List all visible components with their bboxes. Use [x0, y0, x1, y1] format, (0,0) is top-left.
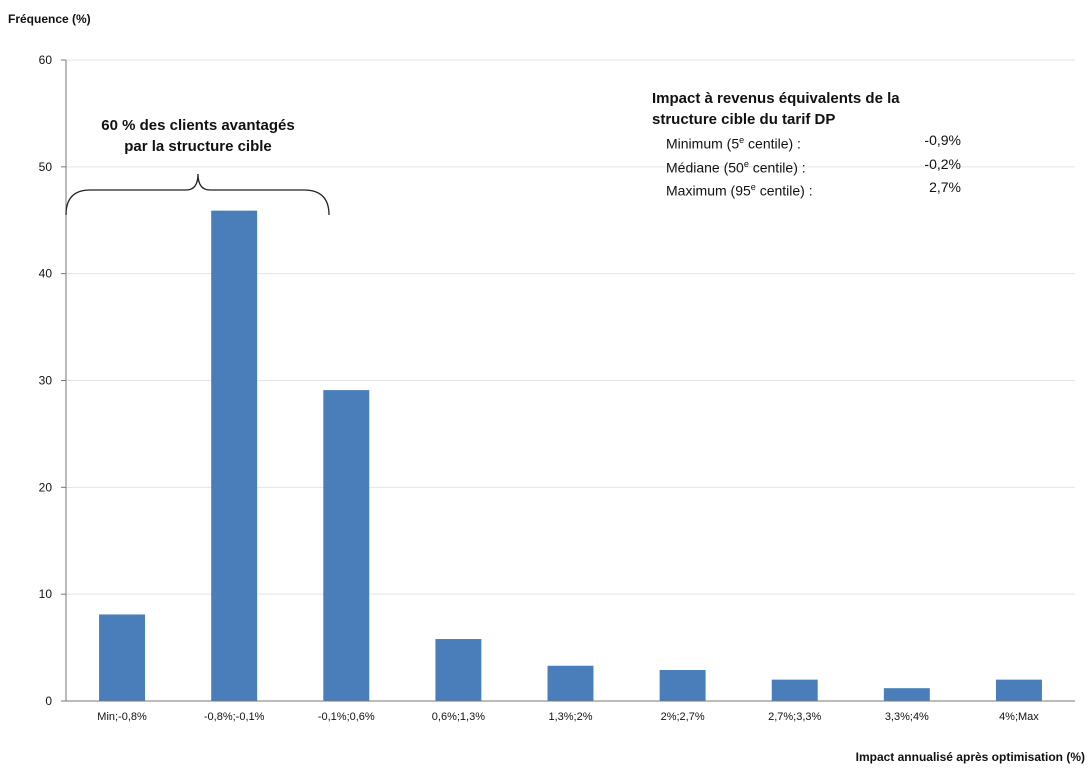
- bar: [99, 614, 146, 701]
- x-tick-label: Min;-0,8%: [97, 711, 147, 723]
- x-tick-label: 1,3%;2%: [548, 711, 592, 723]
- bracket-annotation: 60 % des clients avantagés par la struct…: [64, 115, 332, 157]
- x-tick-label: 2%;2,7%: [661, 711, 705, 723]
- y-tick-label: 10: [39, 587, 53, 601]
- info-row-maximum: Maximum (95e centile) : 2,7%: [652, 177, 982, 201]
- info-row-label: Minimum (5e centile) :: [666, 135, 801, 152]
- info-row-median: Médiane (50e centile) : -0,2%: [652, 154, 982, 178]
- info-row-label: Maximum (95e centile) :: [666, 182, 813, 199]
- y-tick-label: 60: [39, 53, 53, 67]
- y-tick-label: 50: [39, 160, 53, 174]
- info-row-label: Médiane (50e centile) :: [666, 158, 806, 176]
- y-tick-label: 40: [39, 267, 53, 281]
- bar: [883, 688, 930, 701]
- y-tick-label: 30: [39, 374, 53, 388]
- info-title-line1: Impact à revenus équivalents de la: [652, 90, 900, 107]
- bar: [995, 679, 1042, 701]
- bar: [547, 665, 594, 701]
- y-tick-labels: 0 10 20 30 40 50 60: [39, 53, 66, 708]
- x-tick-label: 3,3%;4%: [885, 711, 929, 723]
- x-tick-label: 4%;Max: [999, 711, 1039, 723]
- bar: [435, 639, 482, 701]
- bar: [771, 679, 818, 701]
- bracket-annotation-line1: 60 % des clients avantagés: [101, 117, 295, 134]
- info-row-value: -0,9%: [924, 132, 961, 148]
- info-row-minimum: Minimum (5e centile) : -0,9%: [652, 130, 982, 154]
- x-tick-label: 0,6%;1,3%: [432, 711, 485, 723]
- bar: [659, 670, 706, 701]
- info-row-value: 2,7%: [929, 179, 961, 196]
- x-tick-labels: Min;-0,8% -0,8%;-0,1% -0,1%;0,6% 0,6%;1,3% 1…: [97, 711, 1039, 723]
- y-tick-label: 20: [39, 480, 53, 494]
- bracket-annotation-line2: par la structure cible: [124, 138, 272, 155]
- annotation-bracket: [65, 173, 330, 216]
- bars: [99, 210, 1042, 701]
- info-title-line2: structure cible du tarif DP: [652, 111, 836, 128]
- info-box: Impact à revenus équivalents de la struc…: [652, 88, 982, 201]
- x-tick-label: -0,8%;-0,1%: [204, 711, 265, 723]
- x-tick-label: 2,7%;3,3%: [768, 711, 821, 723]
- y-axis-title: Fréquence (%): [8, 12, 91, 26]
- bar: [323, 390, 370, 701]
- bar: [211, 210, 258, 701]
- x-axis-title: Impact annualisé après optimisation (%): [855, 750, 1085, 764]
- x-tick-label: -0,1%;0,6%: [318, 711, 375, 723]
- y-tick-label: 0: [45, 694, 52, 708]
- info-row-value: -0,2%: [924, 155, 961, 172]
